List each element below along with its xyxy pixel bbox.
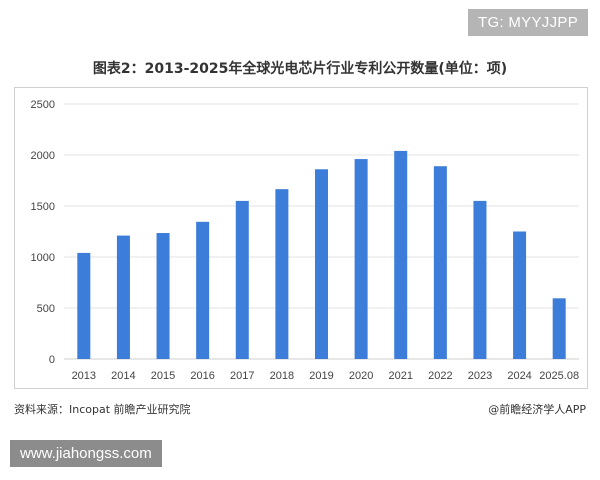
x-tick-label: 2021 (388, 370, 412, 382)
x-tick-label: 2013 (72, 370, 96, 382)
x-tick-label: 2024 (507, 370, 531, 382)
bar-2014 (116, 235, 130, 359)
bar-2023 (473, 200, 487, 359)
x-tick-label: 2014 (111, 370, 135, 382)
x-tick-label: 2022 (428, 370, 452, 382)
bar-2022 (433, 166, 447, 359)
y-tick-label: 2000 (31, 150, 55, 162)
x-tick-label: 2025.08 (539, 370, 579, 382)
bar-2020 (354, 159, 368, 359)
source-note: 资料来源：Incopat 前瞻产业研究院 (14, 403, 191, 416)
watermark-bottom: www.jiahongss.com (10, 440, 162, 467)
bar-chart: 0 500 1000 1500 2000 2500 2013 2014 2015 2016 2017… (31, 99, 580, 382)
bar-2025.08 (552, 298, 566, 359)
bar-2021 (394, 150, 408, 359)
bar-2019 (315, 169, 328, 359)
watermark-top: TG: MYYJJPP (468, 9, 588, 36)
bar-2013 (77, 252, 91, 359)
x-tick-label: 2018 (270, 370, 294, 382)
bar-2016 (196, 221, 210, 359)
y-tick-label: 0 (49, 354, 55, 366)
x-tick-label: 2015 (151, 370, 175, 382)
bar-2024 (513, 231, 527, 359)
bar-2018 (275, 189, 289, 359)
brand-credit: @前瞻经济学人APP (488, 403, 586, 416)
y-tick-label: 1500 (31, 201, 55, 213)
x-tick-label: 2023 (468, 370, 492, 382)
x-tick-label: 2017 (230, 370, 254, 382)
x-tick-label: 2019 (309, 370, 333, 382)
bar-2015 (156, 233, 170, 359)
chart-title: 图表2：2013-2025年全球光电芯片行业专利公开数量(单位：项) (92, 61, 508, 77)
y-tick-label: 1000 (31, 252, 55, 264)
y-tick-label: 500 (37, 303, 55, 315)
x-tick-label: 2016 (190, 370, 214, 382)
bar-2017 (235, 200, 249, 359)
chart-frame: 0 500 1000 1500 2000 2500 2013 2014 2015 2016 2017… (14, 87, 588, 389)
x-tick-label: 2020 (349, 370, 373, 382)
y-tick-label: 2500 (31, 99, 55, 111)
